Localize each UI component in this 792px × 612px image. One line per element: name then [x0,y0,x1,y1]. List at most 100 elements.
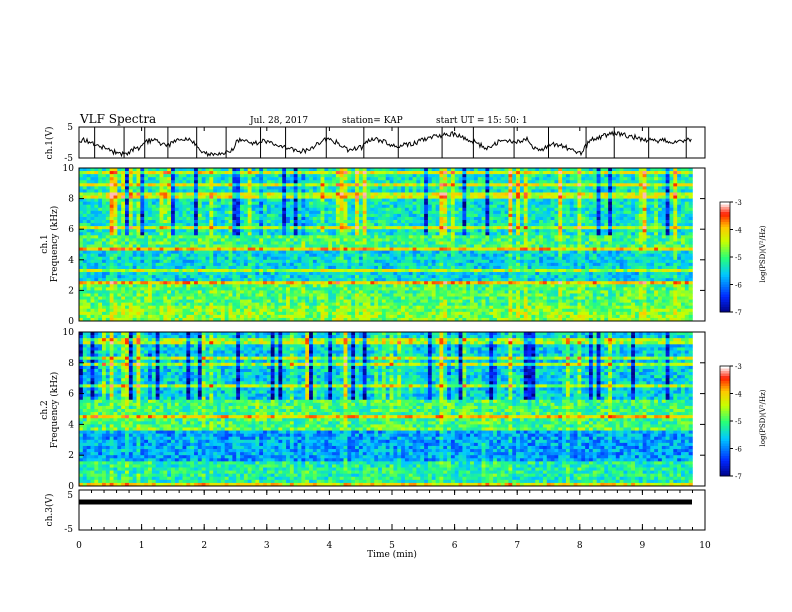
spectrogram-cell [182,201,187,206]
spectrogram-cell [105,247,110,251]
spectrogram-cell [588,235,594,239]
spectrogram-cell [194,210,199,215]
spectrogram-cell [378,238,383,242]
spectrogram-cell [220,177,225,181]
spectrogram-cell [489,195,494,199]
spectrogram-cell [148,201,153,206]
spectrogram-cell [596,256,601,261]
spectrogram-cell [270,241,275,245]
spectrogram-cell [320,232,325,236]
spectrogram-cell [504,207,509,212]
spectrogram-cell [320,210,325,215]
spectrogram-cell [332,250,337,254]
spectrogram-cell [159,198,164,202]
spectrogram-cell [274,253,279,258]
spectrogram-cell [404,216,410,221]
spectrogram-cell [94,168,99,172]
spectrogram-cell [289,180,295,184]
spectrogram-cell [608,174,613,178]
spectrogram-cell [266,232,272,236]
spectrogram-cell [450,192,456,196]
spectrogram-cell [600,192,605,196]
spectrogram-cell [427,183,433,187]
spectrogram-cell [546,171,551,175]
spectrogram-cell [431,195,436,199]
spectrogram-cell [481,168,486,172]
spectrogram-cell [174,253,179,258]
spectrogram-cell [669,244,674,248]
spectrogram-cell [615,210,620,215]
spectrogram-cell [289,253,295,258]
spectrogram-cell [86,235,91,239]
spectrogram-cell [627,226,632,230]
spectrogram-cell [182,259,187,264]
spectrogram-cell [370,210,375,215]
spectrogram-cell [163,192,168,196]
spectrogram-cell [539,244,544,248]
spectrogram-cell [98,168,103,172]
spectrogram-cell [205,183,210,187]
spectrogram-cell [485,238,490,242]
spectrogram-cell [217,198,222,202]
spectrogram-cell [500,186,505,190]
spectrogram-cell [205,247,210,251]
spectrogram-cell [634,253,640,258]
spectrogram-cell [209,174,214,178]
spectrogram-cell [500,201,505,206]
spectrogram-cell [592,229,597,233]
spectrogram-cell [109,232,114,236]
spectrogram-cell [477,174,482,178]
spectrogram-cell [301,241,306,245]
spectrogram-cell [473,201,479,206]
spectrogram-cell [343,256,348,261]
spectrogram-cell [366,229,371,233]
spectrogram-cell [209,183,214,187]
spectrogram-cell [454,216,459,221]
spectrogram-cell [140,226,145,230]
spectrogram-cell [201,223,206,227]
spectrogram-cell [684,186,689,190]
spectrogram-cell [358,174,364,178]
spectrogram-cell [190,229,195,233]
spectrogram-cell [335,171,341,175]
spectrogram-cell [416,213,421,218]
spectrogram-cell [381,220,387,224]
spectrogram-cell [378,259,383,264]
spectrogram-cell [324,213,329,218]
spectrogram-cell [485,180,490,184]
spectrogram-cell [554,253,559,258]
spectrogram-cell [174,247,179,251]
spectrogram-cell [604,198,609,202]
spectrogram-cell [228,174,233,178]
spectrogram-cell [148,226,153,230]
spectrogram-cell [504,220,509,224]
spectrogram-cell [178,204,183,209]
spectrogram-cell [654,238,659,242]
spectrogram-cell [427,244,433,248]
spectrogram-cell [596,177,601,181]
spectrogram-cell [412,216,417,221]
spectrogram-cell [604,253,609,258]
spectrogram-cell [573,226,578,230]
spectrogram-cell [343,183,348,187]
spectrogram-cell [585,168,590,172]
spectrogram-cell [427,247,433,251]
spectrogram-cell [677,201,682,206]
spectrogram-cell [332,253,337,258]
spectrogram-cell [201,259,206,264]
spectrogram-cell [554,220,559,224]
spectrogram-cell [581,189,586,193]
spectrogram-cell [565,220,571,224]
spectrogram-cell [458,213,463,218]
spectrogram-cell [654,177,659,181]
spectrogram-cell [562,220,567,224]
spectrogram-cell [562,201,567,206]
spectrogram-cell [171,256,176,261]
spectrogram-cell [546,226,551,230]
spectrogram-cell [263,207,268,212]
spectrogram-cell [366,186,371,190]
spectrogram-cell [634,256,640,261]
spectrogram-cell [535,192,540,196]
spectrogram-cell [554,195,559,199]
spectrogram-cell [535,223,540,227]
